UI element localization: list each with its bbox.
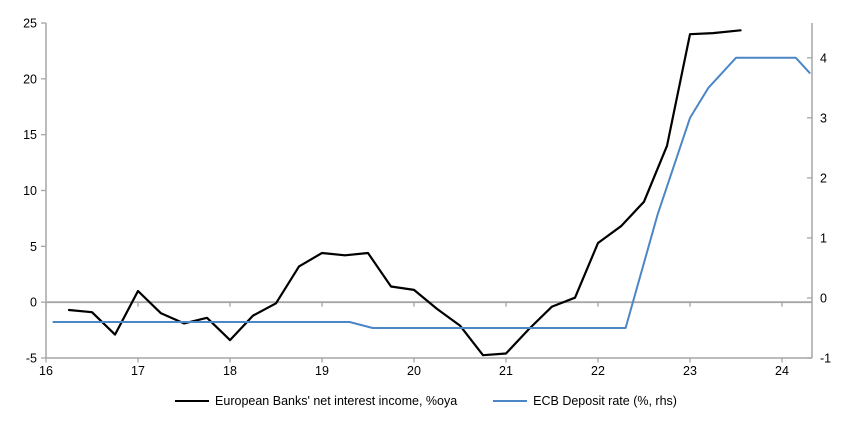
- legend-label: ECB Deposit rate (%, rhs): [533, 394, 677, 408]
- x-axis-tick-label: 19: [315, 364, 329, 378]
- right-axis-tick-label: 1: [820, 231, 827, 245]
- right-axis-tick-label: 4: [820, 51, 827, 65]
- x-axis-tick-label: 24: [775, 364, 789, 378]
- x-axis-tick-label: 18: [223, 364, 237, 378]
- left-axis-tick-label: 25: [23, 17, 37, 31]
- x-axis-tick-label: 17: [131, 364, 145, 378]
- chart-legend: European Banks' net interest income, %oy…: [0, 394, 852, 408]
- left-axis-tick-label: 15: [23, 128, 37, 142]
- x-axis-tick-label: 21: [499, 364, 513, 378]
- series-line-left: [67, 29, 742, 357]
- x-axis-tick-label: 22: [591, 364, 605, 378]
- right-axis-tick-label: 0: [820, 291, 827, 305]
- legend-item-net-interest-income: European Banks' net interest income, %oy…: [175, 394, 457, 408]
- right-axis-tick-label: 2: [820, 171, 827, 185]
- legend-line-swatch-black: [175, 399, 210, 403]
- left-axis-tick-label: -5: [26, 352, 37, 366]
- x-axis-tick-label: 20: [407, 364, 421, 378]
- legend-label: European Banks' net interest income, %oy…: [215, 394, 458, 408]
- series-line-right: [52, 56, 811, 329]
- left-axis-tick-label: 20: [23, 72, 37, 86]
- left-axis-tick-label: 5: [30, 240, 37, 254]
- right-axis-tick-label: -1: [820, 352, 831, 366]
- x-axis-tick-label: 16: [39, 364, 53, 378]
- left-axis-tick-label: 10: [23, 184, 37, 198]
- x-axis-tick-label: 23: [683, 364, 697, 378]
- legend-item-ecb-deposit-rate: ECB Deposit rate (%, rhs): [493, 394, 677, 408]
- dual-axis-line-chart: 25 20 15 10 5 0 -5 4 3 2 1 0 -1 16 17 18 19 20 21 22 23 24: [23, 17, 831, 379]
- right-axis-tick-label: 3: [820, 111, 827, 125]
- left-axis-tick-label: 0: [30, 296, 37, 310]
- legend-line-swatch-blue: [493, 399, 528, 403]
